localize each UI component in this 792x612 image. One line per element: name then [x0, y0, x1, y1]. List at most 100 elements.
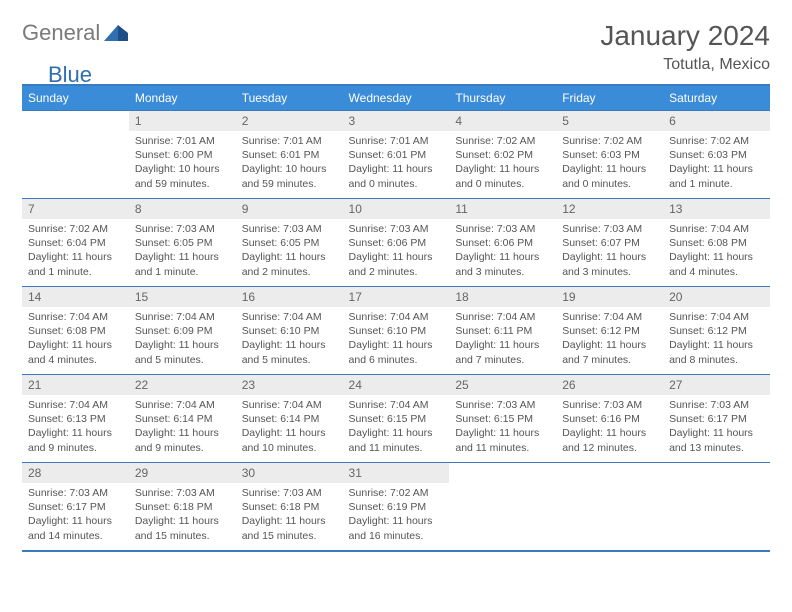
sunset-text: Sunset: 6:06 PM — [455, 236, 550, 250]
daylight-text: Daylight: 11 hours — [669, 162, 764, 176]
title-block: January 2024 Totutla, Mexico — [600, 20, 770, 74]
daylight-text: Daylight: 11 hours — [349, 250, 444, 264]
daylight-text: Daylight: 11 hours — [349, 426, 444, 440]
sunset-text: Sunset: 6:17 PM — [669, 412, 764, 426]
day-number: 8 — [129, 199, 236, 219]
daylight-text: and 15 minutes. — [242, 529, 337, 543]
day-number: 16 — [236, 287, 343, 307]
day-number: 18 — [449, 287, 556, 307]
sunrise-text: Sunrise: 7:04 AM — [28, 398, 123, 412]
day-details: Sunrise: 7:04 AMSunset: 6:10 PMDaylight:… — [236, 307, 343, 371]
calendar-cell: 13Sunrise: 7:04 AMSunset: 6:08 PMDayligh… — [663, 199, 770, 287]
calendar-cell: 3Sunrise: 7:01 AMSunset: 6:01 PMDaylight… — [343, 111, 450, 199]
daylight-text: Daylight: 11 hours — [562, 426, 657, 440]
weekday-header: Monday — [129, 85, 236, 111]
daylight-text: and 4 minutes. — [28, 353, 123, 367]
calendar-week-row: 28Sunrise: 7:03 AMSunset: 6:17 PMDayligh… — [22, 463, 770, 551]
daylight-text: Daylight: 11 hours — [242, 426, 337, 440]
calendar-cell — [556, 463, 663, 551]
daylight-text: and 8 minutes. — [669, 353, 764, 367]
daylight-text: and 5 minutes. — [242, 353, 337, 367]
day-number: 11 — [449, 199, 556, 219]
daylight-text: Daylight: 11 hours — [242, 514, 337, 528]
day-details: Sunrise: 7:04 AMSunset: 6:08 PMDaylight:… — [663, 219, 770, 283]
daylight-text: Daylight: 11 hours — [135, 426, 230, 440]
day-number: 3 — [343, 111, 450, 131]
sunset-text: Sunset: 6:05 PM — [242, 236, 337, 250]
day-details: Sunrise: 7:03 AMSunset: 6:05 PMDaylight:… — [236, 219, 343, 283]
sunset-text: Sunset: 6:15 PM — [349, 412, 444, 426]
daylight-text: and 3 minutes. — [562, 265, 657, 279]
day-number: 10 — [343, 199, 450, 219]
calendar-cell: 30Sunrise: 7:03 AMSunset: 6:18 PMDayligh… — [236, 463, 343, 551]
daylight-text: Daylight: 11 hours — [135, 514, 230, 528]
location-label: Totutla, Mexico — [600, 56, 770, 74]
sunrise-text: Sunrise: 7:02 AM — [28, 222, 123, 236]
daylight-text: Daylight: 11 hours — [349, 162, 444, 176]
day-number: 24 — [343, 375, 450, 395]
daylight-text: and 0 minutes. — [455, 177, 550, 191]
daylight-text: and 0 minutes. — [562, 177, 657, 191]
daylight-text: and 59 minutes. — [242, 177, 337, 191]
day-number: 19 — [556, 287, 663, 307]
sunset-text: Sunset: 6:03 PM — [562, 148, 657, 162]
logo-text-blue: Blue — [48, 62, 92, 88]
logo: General — [22, 20, 130, 46]
daylight-text: and 12 minutes. — [562, 441, 657, 455]
calendar-week-row: 1Sunrise: 7:01 AMSunset: 6:00 PMDaylight… — [22, 111, 770, 199]
calendar-cell — [449, 463, 556, 551]
day-details: Sunrise: 7:04 AMSunset: 6:09 PMDaylight:… — [129, 307, 236, 371]
day-number: 31 — [343, 463, 450, 483]
sunset-text: Sunset: 6:01 PM — [242, 148, 337, 162]
logo-text-general: General — [22, 20, 100, 46]
calendar-cell: 29Sunrise: 7:03 AMSunset: 6:18 PMDayligh… — [129, 463, 236, 551]
sunrise-text: Sunrise: 7:03 AM — [349, 222, 444, 236]
header-row: General January 2024 Totutla, Mexico — [22, 20, 770, 74]
sunrise-text: Sunrise: 7:02 AM — [455, 134, 550, 148]
day-details: Sunrise: 7:02 AMSunset: 6:19 PMDaylight:… — [343, 483, 450, 547]
month-title: January 2024 — [600, 20, 770, 52]
daylight-text: Daylight: 11 hours — [455, 250, 550, 264]
daylight-text: Daylight: 11 hours — [562, 250, 657, 264]
calendar-week-row: 21Sunrise: 7:04 AMSunset: 6:13 PMDayligh… — [22, 375, 770, 463]
day-details: Sunrise: 7:04 AMSunset: 6:11 PMDaylight:… — [449, 307, 556, 371]
daylight-text: Daylight: 11 hours — [349, 338, 444, 352]
sunrise-text: Sunrise: 7:03 AM — [135, 486, 230, 500]
daylight-text: and 59 minutes. — [135, 177, 230, 191]
sunrise-text: Sunrise: 7:01 AM — [242, 134, 337, 148]
daylight-text: and 11 minutes. — [349, 441, 444, 455]
sunset-text: Sunset: 6:15 PM — [455, 412, 550, 426]
sunset-text: Sunset: 6:01 PM — [349, 148, 444, 162]
daylight-text: Daylight: 11 hours — [455, 338, 550, 352]
calendar-cell: 5Sunrise: 7:02 AMSunset: 6:03 PMDaylight… — [556, 111, 663, 199]
day-details: Sunrise: 7:03 AMSunset: 6:18 PMDaylight:… — [129, 483, 236, 547]
calendar-cell: 15Sunrise: 7:04 AMSunset: 6:09 PMDayligh… — [129, 287, 236, 375]
daylight-text: and 4 minutes. — [669, 265, 764, 279]
calendar-cell: 18Sunrise: 7:04 AMSunset: 6:11 PMDayligh… — [449, 287, 556, 375]
weekday-header: Thursday — [449, 85, 556, 111]
day-details: Sunrise: 7:03 AMSunset: 6:17 PMDaylight:… — [22, 483, 129, 547]
day-details: Sunrise: 7:02 AMSunset: 6:03 PMDaylight:… — [556, 131, 663, 195]
sunrise-text: Sunrise: 7:03 AM — [28, 486, 123, 500]
daylight-text: and 3 minutes. — [455, 265, 550, 279]
daylight-text: Daylight: 11 hours — [242, 250, 337, 264]
sunrise-text: Sunrise: 7:03 AM — [242, 486, 337, 500]
daylight-text: and 6 minutes. — [349, 353, 444, 367]
calendar-cell — [22, 111, 129, 199]
daylight-text: Daylight: 11 hours — [135, 250, 230, 264]
day-number: 15 — [129, 287, 236, 307]
day-details: Sunrise: 7:04 AMSunset: 6:13 PMDaylight:… — [22, 395, 129, 459]
weekday-header: Friday — [556, 85, 663, 111]
sunrise-text: Sunrise: 7:04 AM — [242, 398, 337, 412]
day-details: Sunrise: 7:02 AMSunset: 6:03 PMDaylight:… — [663, 131, 770, 195]
day-details: Sunrise: 7:04 AMSunset: 6:08 PMDaylight:… — [22, 307, 129, 371]
calendar-cell: 25Sunrise: 7:03 AMSunset: 6:15 PMDayligh… — [449, 375, 556, 463]
daylight-text: Daylight: 11 hours — [349, 514, 444, 528]
sunrise-text: Sunrise: 7:04 AM — [349, 310, 444, 324]
daylight-text: and 1 minute. — [669, 177, 764, 191]
calendar-cell: 14Sunrise: 7:04 AMSunset: 6:08 PMDayligh… — [22, 287, 129, 375]
weekday-header: Tuesday — [236, 85, 343, 111]
day-number: 29 — [129, 463, 236, 483]
day-number: 9 — [236, 199, 343, 219]
calendar-cell: 7Sunrise: 7:02 AMSunset: 6:04 PMDaylight… — [22, 199, 129, 287]
